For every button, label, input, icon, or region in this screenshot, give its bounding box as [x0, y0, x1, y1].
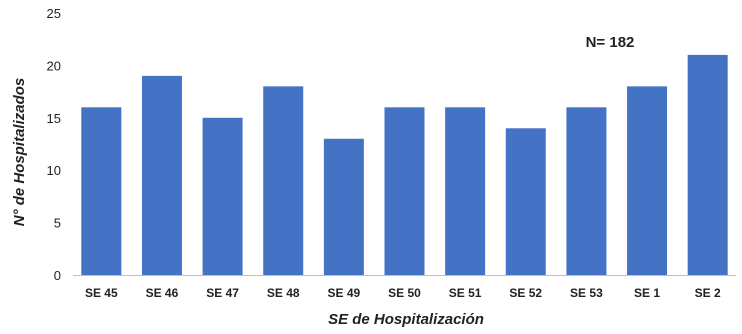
bar [323, 138, 364, 275]
x-tick-label: SE 45 [85, 286, 118, 300]
y-tick-label: 15 [47, 111, 61, 126]
bar [81, 107, 122, 275]
bar [505, 128, 546, 275]
x-tick-label: SE 47 [206, 286, 239, 300]
bar [202, 117, 243, 275]
y-tick-label: 20 [47, 58, 61, 73]
bars [81, 54, 728, 275]
x-tick-label: SE 51 [449, 286, 482, 300]
x-axis-title: SE de Hospitalización [328, 311, 484, 328]
y-tick-label: 10 [47, 163, 61, 178]
x-tick-label: SE 2 [695, 286, 721, 300]
x-axis-ticks: SE 45 SE 46 SE 47 SE 48 SE 49 SE 50 SE 51 SE 52… [85, 286, 721, 300]
bar [384, 107, 425, 275]
x-tick-label: SE 48 [267, 286, 300, 300]
bar [687, 54, 728, 275]
y-tick-label: 25 [47, 6, 61, 21]
x-tick-label: SE 49 [328, 286, 361, 300]
x-tick-label: SE 1 [634, 286, 660, 300]
bar [445, 107, 486, 275]
bar [141, 75, 182, 275]
bar [263, 86, 304, 275]
bar [566, 107, 607, 275]
y-axis-ticks: 0 5 10 15 20 25 [47, 6, 61, 283]
x-tick-label: SE 52 [509, 286, 542, 300]
x-tick-label: SE 50 [388, 286, 421, 300]
y-tick-label: 5 [54, 216, 61, 231]
total-annotation: N= 182 [586, 34, 635, 51]
x-tick-label: SE 53 [570, 286, 603, 300]
bar [627, 86, 668, 275]
x-tick-label: SE 46 [146, 286, 179, 300]
y-axis-title: N° de Hospitalizados [11, 78, 28, 227]
y-tick-label: 0 [54, 268, 61, 283]
